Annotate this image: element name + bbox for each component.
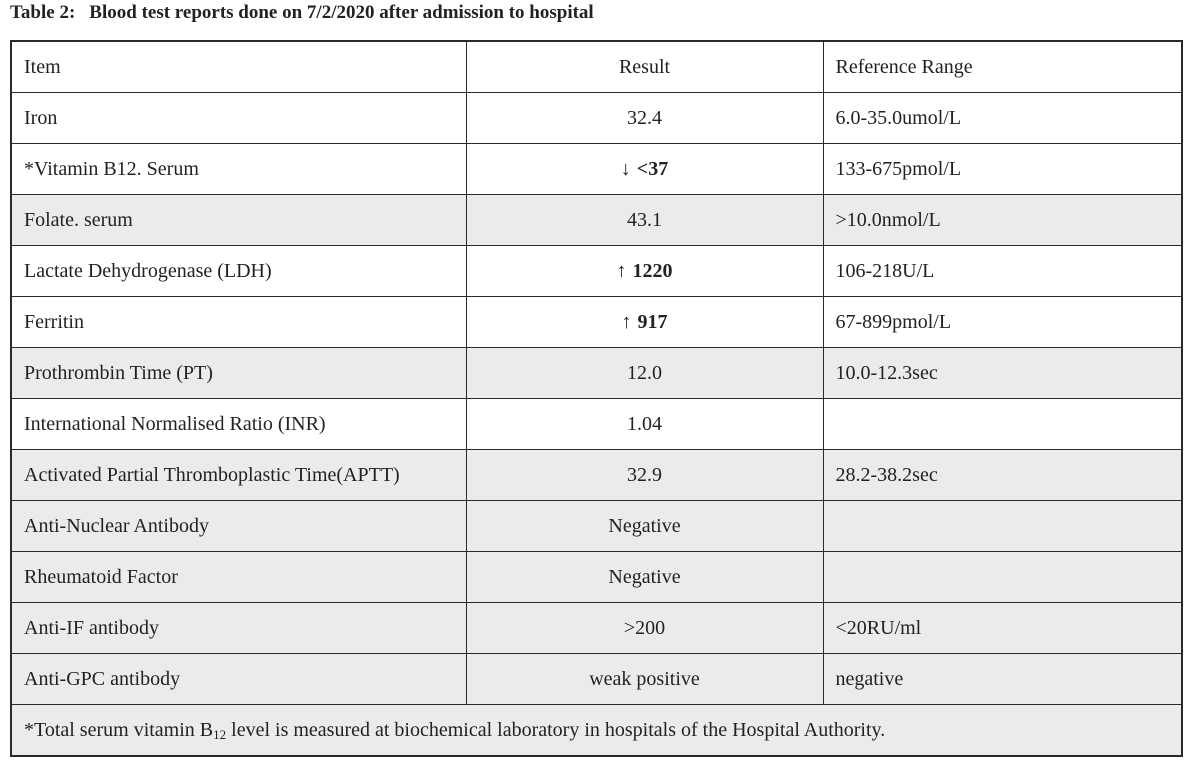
cell-result: >200 — [465, 602, 824, 654]
result-value: 1220 — [632, 259, 673, 282]
table-row: Activated Partial Thromboplastic Time(AP… — [10, 449, 1183, 501]
caption-title: Blood test reports done on 7/2/2020 afte… — [89, 2, 594, 23]
cell-result: 32.4 — [465, 92, 824, 144]
table-row: Anti-Nuclear Antibody Negative — [10, 500, 1183, 552]
cell-result: ↑ 1220 — [465, 245, 824, 297]
cell-reference-range: <20RU/ml — [822, 602, 1183, 654]
cell-item: Activated Partial Thromboplastic Time(AP… — [10, 449, 467, 501]
result-value: 1.04 — [627, 412, 662, 435]
table-row: Lactate Dehydrogenase (LDH) ↑ 1220 106-218U… — [10, 245, 1183, 297]
arrow-up-icon: ↑ — [616, 259, 627, 282]
header-item: Item — [10, 40, 467, 93]
cell-reference-range: 106-218U/L — [822, 245, 1183, 297]
cell-item: Folate. serum — [10, 194, 467, 246]
result-value: 32.9 — [627, 463, 662, 486]
cell-result: 32.9 — [465, 449, 824, 501]
result-value: Negative — [608, 514, 681, 537]
cell-result: Negative — [465, 551, 824, 603]
table-row: Folate. serum 43.1 >10.0nmol/L — [10, 194, 1183, 246]
cell-item: *Vitamin B12. Serum — [10, 143, 467, 195]
result-value: <37 — [636, 157, 669, 180]
header-result: Result — [465, 40, 824, 93]
cell-reference-range — [822, 398, 1183, 450]
arrow-up-icon: ↑ — [621, 310, 632, 333]
cell-reference-range: 133-675pmol/L — [822, 143, 1183, 195]
cell-reference-range: >10.0nmol/L — [822, 194, 1183, 246]
table-row: Ferritin ↑ 917 67-899pmol/L — [10, 296, 1183, 348]
cell-result: 12.0 — [465, 347, 824, 399]
result-value: weak positive — [589, 667, 700, 690]
cell-reference-range: 67-899pmol/L — [822, 296, 1183, 348]
cell-item: Anti-IF antibody — [10, 602, 467, 654]
result-value: 12.0 — [627, 361, 662, 384]
cell-reference-range: 10.0-12.3sec — [822, 347, 1183, 399]
table-footnote: *Total serum vitamin B12 level is measur… — [10, 704, 1183, 757]
cell-item: Lactate Dehydrogenase (LDH) — [10, 245, 467, 297]
cell-item: International Normalised Ratio (INR) — [10, 398, 467, 450]
header-reference-range: Reference Range — [822, 40, 1183, 93]
cell-item: Iron — [10, 92, 467, 144]
footnote-text-start: *Total serum vitamin B — [24, 718, 214, 741]
footnote-row: *Total serum vitamin B12 level is measur… — [10, 704, 1183, 757]
table-header-row: Item Result Reference Range — [10, 40, 1183, 93]
table-row: Prothrombin Time (PT) 12.0 10.0-12.3sec — [10, 347, 1183, 399]
cell-result: ↓ <37 — [465, 143, 824, 195]
table-row: Anti-GPC antibody weak positive negative — [10, 653, 1183, 705]
cell-result: Negative — [465, 500, 824, 552]
table-row: Anti-IF antibody >200 <20RU/ml — [10, 602, 1183, 654]
table-row: International Normalised Ratio (INR) 1.04 — [10, 398, 1183, 450]
cell-reference-range — [822, 551, 1183, 603]
cell-result: 1.04 — [465, 398, 824, 450]
result-value: 917 — [637, 310, 668, 333]
cell-item: Rheumatoid Factor — [10, 551, 467, 603]
result-value: >200 — [623, 616, 666, 639]
cell-result: 43.1 — [465, 194, 824, 246]
footnote-subscript: 12 — [213, 726, 227, 742]
cell-item: Anti-GPC antibody — [10, 653, 467, 705]
cell-item: Prothrombin Time (PT) — [10, 347, 467, 399]
cell-result: weak positive — [465, 653, 824, 705]
result-value: 32.4 — [627, 106, 662, 129]
cell-reference-range — [822, 500, 1183, 552]
result-value: 43.1 — [627, 208, 662, 231]
caption-label: Table 2: — [10, 2, 76, 23]
cell-item: Anti-Nuclear Antibody — [10, 500, 467, 552]
cell-result: ↑ 917 — [465, 296, 824, 348]
table-row: Rheumatoid Factor Negative — [10, 551, 1183, 603]
cell-reference-range: 6.0-35.0umol/L — [822, 92, 1183, 144]
table-row: *Vitamin B12. Serum ↓ <37 133-675pmol/L — [10, 143, 1183, 195]
table-caption: Table 2: Blood test reports done on 7/2/2… — [10, 2, 594, 24]
arrow-down-icon: ↓ — [620, 157, 631, 180]
result-value: Negative — [608, 565, 681, 588]
table-row: Iron 32.4 6.0-35.0umol/L — [10, 92, 1183, 144]
cell-reference-range: 28.2-38.2sec — [822, 449, 1183, 501]
cell-item: Ferritin — [10, 296, 467, 348]
footnote-text-end: level is measured at biochemical laborat… — [226, 718, 886, 741]
blood-test-table: Item Result Reference Range Iron 32.4 6.0-… — [10, 40, 1183, 757]
cell-reference-range: negative — [822, 653, 1183, 705]
